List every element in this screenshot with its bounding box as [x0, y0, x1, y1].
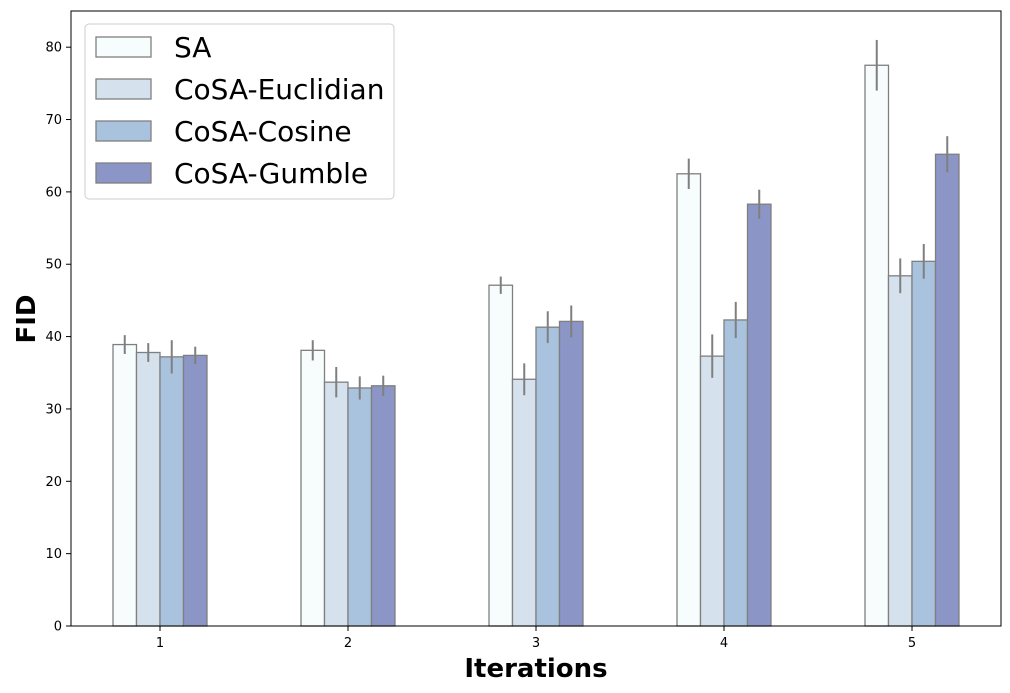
y-tick-label: 10: [45, 547, 62, 562]
x-tick-label: 4: [720, 636, 728, 651]
legend-label-sa: SA: [174, 31, 211, 64]
error-bars-layer: [123, 39, 949, 400]
x-tick-label: 3: [532, 636, 540, 651]
bar-cosa-cosine-4: [723, 319, 749, 627]
bar-cosa-cosine-3: [535, 326, 561, 627]
y-tick-label: 70: [45, 113, 62, 128]
bar-cosa-euclidian-2: [323, 381, 349, 627]
bar-cosa-euclidian-3: [511, 378, 537, 627]
legend-swatch-cosa-cosine: [95, 120, 152, 142]
x-axis-label: Iterations: [464, 654, 607, 684]
y-tick-label: 20: [45, 475, 62, 490]
legend-label-cosa-gumble: CoSA-Gumble: [174, 157, 368, 190]
y-tick-label: 80: [45, 41, 62, 56]
x-axis: 1 2 3 4 5: [156, 626, 916, 651]
y-axis-label: FID: [12, 294, 42, 343]
x-tick-label: 1: [156, 636, 164, 651]
bar-cosa-gumble-5: [934, 153, 960, 627]
y-tick-label: 60: [45, 185, 62, 200]
y-tick-label: 30: [45, 402, 62, 417]
bar-sa-2: [300, 349, 326, 627]
bar-cosa-euclidian-1: [135, 351, 161, 627]
legend: SA CoSA-Euclidian CoSA-Cosine CoSA-Gumble: [84, 23, 395, 200]
y-tick-label: 50: [45, 258, 62, 273]
legend-label-cosa-cosine: CoSA-Cosine: [174, 115, 352, 148]
bar-sa-5: [864, 64, 890, 627]
x-tick-label: 2: [344, 636, 352, 651]
y-axis: 0 10 20 30 40 50 60 70 80: [45, 41, 71, 635]
bar-cosa-euclidian-5: [887, 275, 913, 627]
bar-cosa-euclidian-4: [699, 355, 725, 627]
bar-cosa-cosine-1: [159, 356, 185, 627]
legend-swatch-cosa-euclidian: [95, 78, 152, 100]
x-tick-label: 5: [908, 636, 916, 651]
bar-sa-3: [488, 284, 514, 627]
bar-cosa-gumble-1: [182, 354, 208, 627]
legend-swatch-cosa-gumble: [95, 162, 152, 184]
bar-cosa-cosine-2: [347, 387, 373, 627]
bar-cosa-cosine-5: [911, 260, 937, 627]
bar-sa-4: [676, 173, 702, 627]
y-tick-label: 40: [45, 330, 62, 345]
y-tick-label: 0: [54, 620, 62, 635]
legend-swatch-sa: [95, 36, 152, 58]
bar-cosa-gumble-2: [370, 385, 396, 627]
legend-frame: [84, 23, 395, 200]
bars-layer: [112, 64, 960, 627]
bar-cosa-gumble-3: [558, 320, 584, 627]
bar-sa-1: [112, 343, 138, 627]
bar-cosa-gumble-4: [746, 203, 772, 627]
legend-label-cosa-euclidian: CoSA-Euclidian: [174, 73, 384, 106]
